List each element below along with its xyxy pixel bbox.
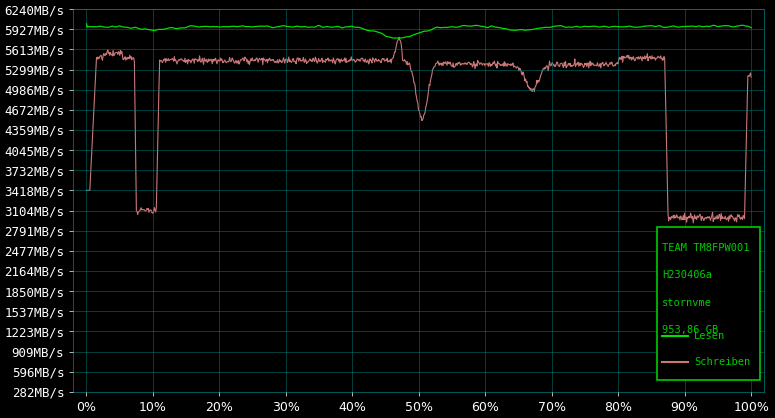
Text: stornvme: stornvme [662,298,712,308]
Text: TEAM TM8FPW001: TEAM TM8FPW001 [662,242,749,252]
Text: Lesen: Lesen [694,331,725,342]
Text: H230406a: H230406a [662,270,712,280]
Text: 953,86 GB: 953,86 GB [662,325,718,335]
FancyBboxPatch shape [657,227,760,380]
Text: Schreiben: Schreiben [694,357,750,367]
